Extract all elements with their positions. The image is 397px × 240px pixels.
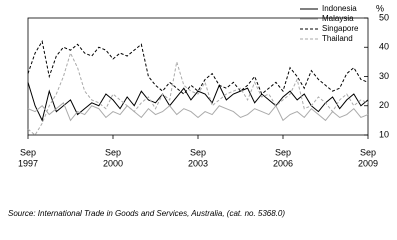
y-tick-label: 40 — [379, 42, 389, 52]
y-tick-label: 30 — [379, 71, 389, 81]
series-line — [27, 40, 369, 95]
chart: % Source: International Trade in Goods a… — [8, 3, 389, 218]
legend-label: Singapore — [322, 24, 359, 33]
source-note: Source: International Trade in Goods and… — [8, 209, 285, 218]
x-tick-year: 1997 — [18, 158, 38, 168]
x-tick-label: Sep — [275, 147, 291, 157]
x-tick-label: Sep — [20, 147, 36, 157]
x-tick-year: 2006 — [273, 158, 293, 168]
x-tick-year: 2009 — [358, 158, 378, 168]
y-tick-label: 20 — [379, 100, 389, 110]
y-tick-label: 10 — [379, 129, 389, 139]
x-tick-label: Sep — [105, 147, 121, 157]
legend-label: Indonesia — [322, 4, 357, 13]
x-tick-year: 2000 — [103, 158, 123, 168]
legend-label: Thailand — [322, 34, 353, 43]
series-line — [27, 101, 369, 122]
series-line — [27, 82, 369, 122]
x-tick-label: Sep — [360, 147, 376, 157]
y-axis-label: % — [376, 3, 384, 13]
x-tick-year: 2003 — [188, 158, 208, 168]
y-tick-label: 50 — [379, 12, 389, 22]
series-line — [27, 51, 369, 136]
legend-label: Malaysia — [322, 14, 354, 23]
x-tick-label: Sep — [190, 147, 206, 157]
